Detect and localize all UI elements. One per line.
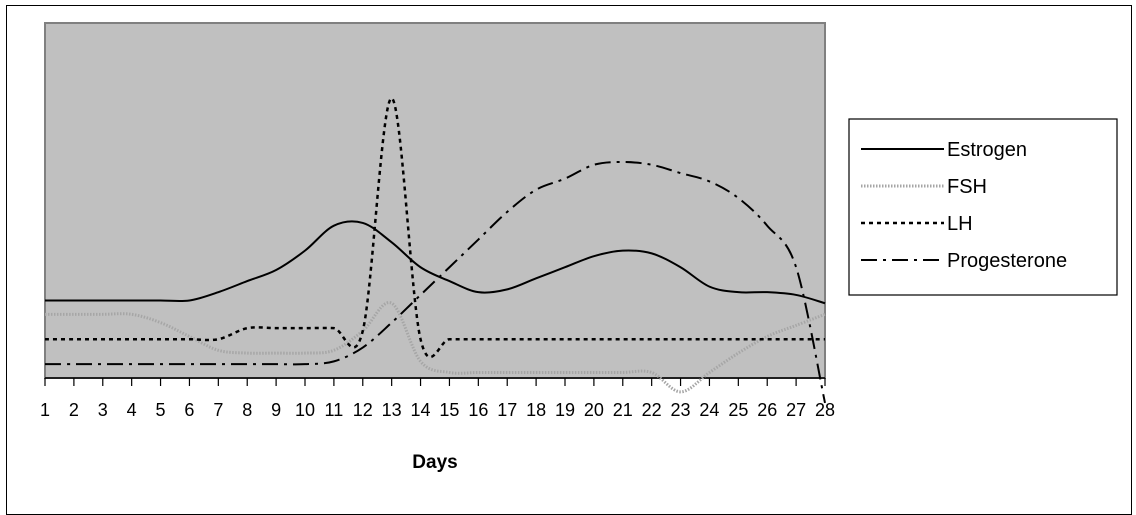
x-axis-title: Days (412, 452, 457, 473)
plot-area (44, 22, 826, 379)
series-line-progesterone (44, 161, 826, 404)
x-tick-label: 25 (728, 400, 748, 420)
x-tick-label: 5 (156, 400, 166, 420)
x-tick-label: 22 (642, 400, 662, 420)
x-tick-label: 4 (127, 400, 137, 420)
x-tick-label: 6 (184, 400, 194, 420)
x-tick-label: 14 (411, 400, 431, 420)
x-tick-label: 27 (786, 400, 806, 420)
x-tick-label: 23 (671, 400, 691, 420)
x-tick-label: 21 (613, 400, 633, 420)
x-tick-label: 11 (325, 400, 344, 420)
x-tick-label: 7 (213, 400, 223, 420)
legend-label-lh: LH (947, 213, 973, 235)
x-axis: 1 2 3 4 5 6 7 8 9 10 11 12 13 14 15 16 17 18 19 20 21 22 23 24 2… (40, 377, 835, 420)
series-line-estrogen (45, 220, 826, 305)
chart-frame: 1 2 3 4 5 6 7 8 9 10 11 12 13 14 15 16 17 18 19 20 21 22 23 24 2… (6, 5, 1132, 515)
series-line-lh (45, 97, 825, 359)
x-tick-label: 2 (69, 400, 79, 420)
series-line-fsh (44, 301, 826, 394)
x-tick-label: 1 (40, 400, 50, 420)
x-tick-label: 10 (295, 400, 315, 420)
x-tick-label: 20 (584, 400, 604, 420)
x-tick-label: 24 (699, 400, 719, 420)
x-tick-label: 12 (353, 400, 373, 420)
x-tick-label: 17 (497, 400, 517, 420)
x-tick-label: 15 (439, 400, 459, 420)
x-tick-label: 18 (526, 400, 546, 420)
x-tick-label: 16 (468, 400, 488, 420)
legend-label-progesterone: Progesterone (947, 250, 1067, 272)
x-tick-label: 3 (98, 400, 108, 420)
x-tick-label: 13 (382, 400, 402, 420)
x-tick-label: 19 (555, 400, 575, 420)
x-tick-label: 9 (271, 400, 281, 420)
chart-canvas: 1 2 3 4 5 6 7 8 9 10 11 12 13 14 15 16 17 18 19 20 21 22 23 24 2… (40, 22, 1118, 473)
series-layer (44, 97, 826, 404)
x-tick-label: 8 (242, 400, 252, 420)
x-tick-label: 26 (757, 400, 777, 420)
legend-label-estrogen: Estrogen (947, 139, 1027, 161)
legend: Estrogen FSH LH Progesterone (848, 118, 1118, 296)
x-tick-label: 28 (815, 400, 835, 420)
legend-label-fsh: FSH (947, 176, 987, 198)
